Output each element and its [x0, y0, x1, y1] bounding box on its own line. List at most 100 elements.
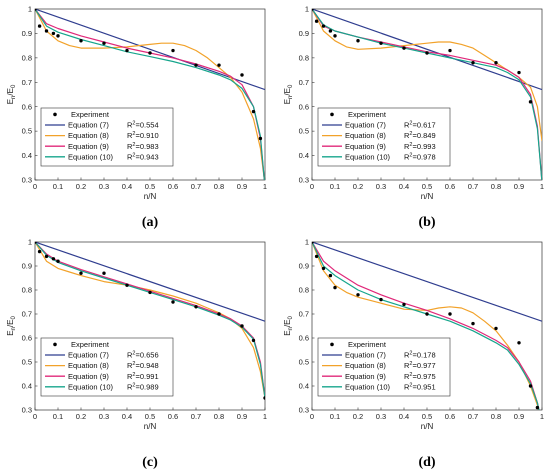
x-tick-label: 1 — [263, 182, 267, 191]
legend-label-experiment: Experiment — [348, 340, 387, 349]
y-tick-label: 0.5 — [22, 358, 32, 367]
legend-r2-eq10: R2=0.989 — [127, 382, 159, 391]
x-tick-label: 0.6 — [168, 412, 178, 421]
r2-symbol: R — [127, 361, 133, 370]
panel-label: (b) — [418, 215, 435, 230]
y-axis-label: En/E0 — [6, 84, 17, 104]
r2-superscript: 2 — [132, 361, 135, 367]
r2-value: =0.910 — [135, 131, 158, 140]
x-tick-label: 0.1 — [53, 182, 63, 191]
r2-value: =0.951 — [412, 382, 435, 391]
y-axis-label-part: /E — [6, 320, 15, 328]
plot-marks — [312, 242, 542, 410]
y-tick-label: 0.4 — [299, 382, 309, 391]
x-tick-label: 1 — [540, 182, 544, 191]
y-tick-label: 0.7 — [22, 78, 32, 87]
experiment-point — [251, 338, 256, 343]
experiment-point — [35, 9, 37, 11]
y-tick-label: 0.5 — [299, 358, 309, 367]
r2-superscript: 2 — [409, 351, 412, 357]
y-axis-label-part: n — [11, 96, 17, 99]
legend-r2-eq9: R2=0.993 — [404, 142, 436, 151]
chart-panel-2: 0 0.1 0.2 0.3 0.4 0.5 0.6 0.7 0.8 0.9 1 0.3 0.4 0.5 0.… — [283, 5, 544, 230]
experiment-point — [312, 242, 314, 244]
x-tick-label: 0.9 — [237, 182, 247, 191]
experiment-point — [402, 46, 406, 50]
legend-marker-experiment — [330, 112, 334, 117]
experiment-point — [125, 48, 129, 53]
x-tick-label: 0.2 — [353, 412, 363, 421]
r2-value: =0.554 — [135, 121, 158, 130]
experiment-point — [448, 48, 452, 53]
x-tick-label: 0.3 — [376, 182, 386, 191]
experiment-point — [528, 384, 533, 388]
y-tick-label: 0.7 — [299, 310, 309, 319]
y-tick-label: 0.3 — [299, 406, 309, 415]
r2-value: =0.991 — [135, 372, 158, 381]
panel-label: (d) — [418, 455, 435, 470]
experiment-point — [328, 273, 333, 278]
series-line-eq10 — [35, 242, 265, 399]
legend-r2-eq10: R2=0.951 — [404, 382, 436, 391]
experiment-point — [425, 51, 429, 55]
experiment-point — [148, 51, 152, 55]
y-axis-label-part: E — [283, 99, 292, 104]
r2-symbol: R — [127, 351, 133, 360]
legend-r2-eq10: R2=0.978 — [404, 152, 436, 161]
x-axis-label: n/N — [421, 192, 434, 201]
experiment-point — [402, 302, 406, 307]
experiment-point — [471, 61, 475, 65]
x-tick-label: 0.4 — [399, 182, 409, 191]
y-axis-label-part: 0 — [288, 84, 294, 88]
r2-value: =0.178 — [412, 351, 435, 360]
x-axis-label: n/N — [144, 192, 157, 201]
x-tick-label: 0.9 — [237, 412, 247, 421]
x-axis-label: n/N — [421, 422, 434, 431]
x-tick-label: 0.1 — [330, 412, 340, 421]
y-tick-label: 0.4 — [22, 151, 32, 160]
legend-label-eq7: Equation (7) — [68, 121, 109, 130]
experiment-point — [321, 24, 326, 28]
experiment-point — [494, 326, 498, 331]
legend-label-eq9: Equation (9) — [345, 372, 386, 381]
experiment-point — [356, 39, 360, 43]
r2-symbol: R — [127, 131, 133, 140]
x-tick-label: 0.4 — [122, 412, 132, 421]
legend-r2-eq8: R2=0.910 — [127, 131, 159, 140]
y-axis-label: En/E0 — [283, 316, 294, 336]
x-tick-label: 0.2 — [353, 182, 363, 191]
r2-symbol: R — [404, 142, 410, 151]
experiment-point — [333, 285, 337, 290]
r2-superscript: 2 — [132, 142, 135, 148]
legend-r2-eq7: R2=0.178 — [404, 351, 436, 360]
y-tick-label: 0.7 — [22, 310, 32, 319]
experiment-point — [240, 324, 244, 328]
experiment-point — [148, 290, 152, 295]
y-axis-label-part: /E — [283, 88, 292, 96]
legend-label-eq10: Equation (10) — [345, 152, 391, 161]
experiment-point — [535, 405, 540, 410]
experiment-point — [79, 271, 83, 275]
x-tick-label: 0.5 — [145, 412, 155, 421]
y-tick-label: 0.5 — [22, 127, 32, 136]
series-line-eq8 — [35, 9, 265, 180]
panel-label: (c) — [142, 455, 158, 470]
experiment-point — [102, 41, 106, 45]
y-tick-label: 1 — [28, 238, 32, 247]
r2-value: =0.983 — [135, 142, 158, 151]
experiment-point — [102, 271, 106, 275]
y-tick-label: 0.9 — [22, 29, 32, 38]
experiment-point — [37, 24, 42, 28]
experiment-point — [171, 48, 175, 53]
y-tick-label: 0.5 — [299, 127, 309, 136]
r2-value: =0.943 — [135, 152, 158, 161]
series-line-eq9 — [35, 242, 265, 399]
r2-superscript: 2 — [132, 372, 135, 378]
legend-r2-eq8: R2=0.849 — [404, 131, 436, 140]
r2-symbol: R — [127, 382, 133, 391]
r2-value: =0.948 — [135, 361, 158, 370]
series-line-eq7 — [35, 9, 265, 91]
x-tick-label: 0.5 — [145, 182, 155, 191]
legend-marker-experiment — [330, 342, 334, 347]
y-tick-label: 0.3 — [22, 176, 32, 185]
